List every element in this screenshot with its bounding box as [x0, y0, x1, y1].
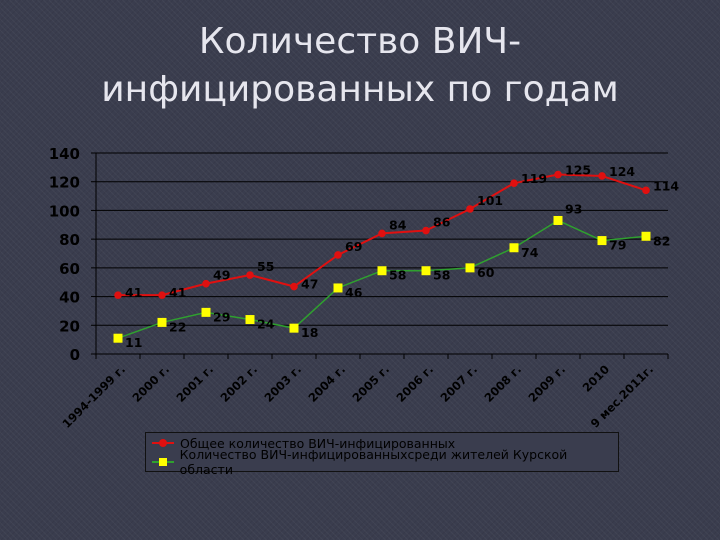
data-point-kursk — [377, 266, 387, 276]
data-label-kursk: 82 — [653, 233, 670, 248]
data-label-total: 41 — [169, 285, 186, 300]
y-tick-label: 120 — [49, 174, 80, 192]
data-point-kursk — [289, 323, 299, 333]
data-label-total: 125 — [565, 163, 591, 178]
x-tick-label: 2010 — [580, 362, 613, 395]
data-label-total: 114 — [653, 178, 679, 193]
data-label-total: 124 — [609, 164, 635, 179]
data-label-kursk: 24 — [257, 317, 275, 332]
x-tick-label: 2001 г. — [173, 362, 216, 405]
data-point-kursk — [157, 317, 167, 327]
data-label-total: 101 — [477, 193, 503, 208]
data-point-kursk — [333, 283, 343, 293]
data-point-total — [334, 251, 342, 259]
legend-marker-total — [152, 437, 174, 449]
data-label-total: 49 — [213, 268, 230, 283]
title-line-2: инфицированных по годам — [101, 69, 619, 110]
data-label-total: 84 — [389, 217, 407, 232]
y-tick-label: 60 — [59, 260, 80, 278]
data-label-total: 55 — [257, 259, 274, 274]
x-tick-label: 2009 г. — [525, 362, 568, 405]
chart-legend: Общее количество ВИЧ-инфицированных Коли… — [145, 432, 619, 477]
y-tick-label: 40 — [59, 289, 80, 307]
legend-item-kursk: Количество ВИЧ-инфицированныхсреди жител… — [152, 447, 618, 477]
data-label-kursk: 18 — [301, 325, 318, 340]
data-label-kursk: 93 — [565, 201, 582, 216]
x-tick-label: 2000 г. — [129, 362, 172, 405]
x-tick-label: 2005 г. — [349, 362, 392, 405]
x-tick-label: 1994-1999 г. — [59, 362, 128, 431]
legend-marker-kursk — [152, 456, 174, 468]
data-label-kursk: 11 — [125, 335, 142, 350]
data-label-total: 69 — [345, 239, 362, 254]
data-point-total — [642, 186, 650, 195]
data-point-kursk — [553, 215, 563, 225]
data-point-kursk — [201, 307, 211, 317]
data-label-total: 47 — [301, 277, 318, 292]
data-point-total — [554, 170, 562, 179]
data-point-total — [114, 291, 122, 299]
data-point-total — [510, 179, 518, 187]
data-label-kursk: 60 — [477, 265, 495, 280]
data-label-total: 119 — [521, 171, 547, 186]
series-line-kursk — [117, 219, 647, 339]
data-label-kursk: 46 — [345, 285, 363, 300]
data-point-total — [290, 282, 298, 291]
y-tick-label: 0 — [70, 346, 80, 364]
x-tick-label: 2007 г. — [437, 362, 480, 405]
x-tick-label: 2004 г. — [305, 362, 348, 405]
y-tick-label: 100 — [49, 202, 80, 220]
data-label-kursk: 74 — [521, 245, 539, 260]
legend-label-total: Общее количество ВИЧ-инфицированных — [180, 435, 456, 451]
data-point-kursk — [597, 236, 607, 246]
slide-title: Количество ВИЧ- инфицированных по годам — [0, 18, 720, 114]
data-label-kursk: 58 — [389, 268, 406, 283]
data-point-kursk — [509, 243, 519, 253]
x-tick-label: 2006 г. — [393, 362, 436, 405]
x-tick-label: 2008 г. — [481, 362, 524, 405]
x-tick-label: 2003 г. — [261, 362, 304, 405]
data-point-total — [422, 226, 430, 235]
y-tick-label: 20 — [59, 317, 80, 335]
data-label-kursk: 29 — [213, 309, 230, 324]
title-line-1: Количество ВИЧ- — [198, 21, 522, 62]
legend-item-total: Общее количество ВИЧ-инфицированных — [152, 434, 455, 452]
data-point-kursk — [245, 315, 255, 325]
data-point-kursk — [113, 333, 123, 343]
data-label-kursk: 79 — [609, 238, 626, 253]
data-point-kursk — [641, 231, 651, 241]
data-point-kursk — [421, 266, 431, 276]
data-label-kursk: 22 — [169, 319, 186, 334]
data-point-total — [378, 229, 386, 238]
data-point-total — [466, 205, 474, 213]
data-label-total: 86 — [433, 215, 451, 230]
data-point-total — [246, 271, 254, 279]
x-tick-label: 2002 г. — [217, 362, 260, 405]
data-label-total: 41 — [125, 285, 142, 300]
legend-label-kursk: Количество ВИЧ-инфицированныхсреди жител… — [179, 447, 568, 477]
data-point-total — [202, 279, 210, 288]
data-point-total — [598, 172, 606, 180]
y-tick-label: 80 — [59, 231, 80, 249]
data-point-kursk — [465, 263, 475, 273]
y-tick-label: 140 — [49, 145, 80, 163]
data-point-total — [158, 291, 166, 299]
data-label-kursk: 58 — [433, 268, 450, 283]
